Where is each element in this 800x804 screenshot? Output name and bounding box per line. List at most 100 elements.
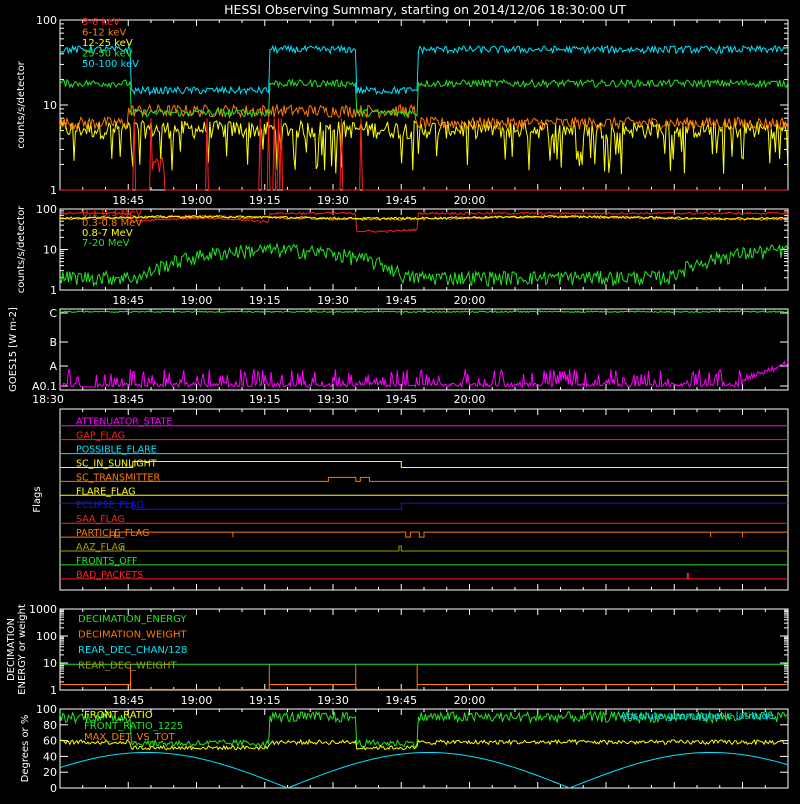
flag-line — [60, 476, 788, 482]
legend-entry: FRONT_RATIO — [84, 710, 153, 721]
series-line-decimation-weight — [60, 684, 788, 690]
series-line-front-ratio — [59, 738, 789, 751]
y-tick-label: 0 — [50, 782, 57, 795]
x-tick-label: 20:00 — [454, 194, 486, 207]
x-tick-label: 19:00 — [181, 294, 213, 307]
y-tick-label: 100 — [36, 203, 57, 216]
goes-high-channel-line — [59, 310, 789, 314]
plot-panels: 18:45 19:00 19:15 19:30 19:45 20:00 counts/s/d… — [6, 14, 789, 795]
y-tick-label: 100 — [36, 630, 57, 643]
figure-title: HESSI Observing Summary, starting on 201… — [224, 2, 626, 17]
x-tick-label: 19:15 — [249, 393, 281, 406]
x-tick-label: 19:00 — [181, 194, 213, 207]
series-line-geomagnetic-latitude — [59, 752, 789, 789]
legend-entry: 7-20 MeV — [82, 238, 130, 249]
legend-entry: Absolute geomagnetic latitude — [620, 711, 774, 722]
y-tick-label: 60 — [43, 735, 57, 748]
y-axis-label: Degrees or % — [20, 715, 31, 783]
panel-high-energy-counts: 18:45 19:00 19:15 19:30 19:45 20:00 counts/s/d… — [16, 203, 789, 307]
y-tick-label: 10 — [43, 657, 57, 670]
series-line-0.8-7mev — [59, 214, 789, 221]
flag-label: POSSIBLE_FLARE — [76, 445, 157, 456]
x-tick-label: 19:15 — [249, 194, 281, 207]
y-axis-label: counts/s/detector — [16, 60, 27, 148]
x-tick-label: 20:00 — [454, 294, 486, 307]
y-axis-label: DECIMATIONENERGY or weight — [6, 604, 28, 695]
x-tick-label: 18:45 — [112, 294, 144, 307]
x-tick-label: 19:30 — [317, 194, 349, 207]
legend-entry: 0.1-0.3 MeV — [82, 208, 142, 219]
y-axis-label-line: DECIMATION — [6, 618, 17, 681]
flag-label: GAP_FLAG — [76, 431, 125, 442]
x-tick-label: 19:15 — [249, 294, 281, 307]
legend-entry: 25-50 keV — [82, 49, 133, 60]
y-tick-label: 10 — [43, 244, 57, 257]
y-tick-label: 40 — [43, 750, 57, 763]
flag-line — [60, 502, 788, 510]
flag-label: FRONTS_OFF — [76, 556, 138, 567]
x-tick-label: 18:30 — [32, 393, 64, 406]
flag-line — [60, 545, 788, 552]
y-tick-label: B — [49, 336, 57, 349]
y-tick-label: 1000 — [29, 603, 57, 616]
panel-ratios: Degrees or % 0 20 40 60 80 100 FRONT_RATIOFRONT… — [20, 703, 789, 795]
y-tick-label: A0.1 — [32, 380, 57, 393]
x-tick-label: 20:00 — [454, 393, 486, 406]
x-tick-label: 19:30 — [317, 694, 349, 707]
flag-label: SC_TRANSMITTER — [76, 472, 161, 483]
panel-decimation: 18:45 19:00 19:15 19:30 19:45 20:00 DECIMATION… — [6, 603, 789, 707]
x-tick-label: 18:45 — [112, 694, 144, 707]
y-tick-label: 20 — [43, 766, 57, 779]
y-tick-label: 80 — [43, 719, 57, 732]
series-line-25-50kev — [59, 77, 789, 119]
flag-label: SC_IN_SUNLIGHT — [76, 458, 157, 469]
panel-low-energy-counts: 18:45 19:00 19:15 19:30 19:45 20:00 counts/s/d… — [16, 14, 789, 207]
flag-label: AAZ_FLAG — [76, 542, 125, 553]
legend-entry: DECIMATION_WEIGHT — [78, 630, 187, 641]
y-tick-label: 1 — [50, 684, 57, 697]
x-tick-label: 19:45 — [385, 194, 417, 207]
flag-label: ATTENUATOR_STATE — [76, 417, 172, 428]
x-tick-label: 18:45 — [112, 194, 144, 207]
y-tick-label: C — [49, 307, 57, 320]
y-tick-label: 100 — [36, 14, 57, 27]
series-line-7-20mev — [59, 242, 789, 288]
x-tick-label: 19:00 — [181, 393, 213, 406]
x-tick-label: 19:45 — [385, 294, 417, 307]
y-axis-label-line: ENERGY or weight — [17, 604, 28, 695]
x-tick-label: 19:45 — [385, 694, 417, 707]
flag-label: ECLIPSE_FLAG — [76, 500, 144, 511]
x-tick-label: 20:00 — [454, 694, 486, 707]
series-line-50-100kev — [59, 44, 789, 96]
y-tick-label: A — [49, 360, 57, 373]
legend-entry: FRONT_RATIO_1225 — [84, 721, 183, 732]
series-line-front-ratio-1225 — [59, 710, 789, 749]
y-tick-label: 100 — [36, 703, 57, 716]
goes-low-channel-line — [59, 360, 789, 389]
y-tick-label: 1 — [50, 284, 57, 297]
flag-line — [60, 531, 788, 538]
flag-label: SAA_FLAG — [76, 514, 125, 525]
legend-entry: REAR_DEC_CHAN/128 — [78, 645, 187, 656]
legend-entry: MAX_DET_VS_TOT — [84, 732, 176, 743]
legend-entry: 3-6 keV — [82, 17, 120, 28]
flag-line — [60, 461, 788, 468]
y-axis-label: Flags — [32, 486, 43, 512]
legend-entry: 0.8-7 MeV — [82, 228, 133, 239]
series-line-3-6kev — [60, 118, 788, 191]
panel-goes: GOES15 [W m-2] A0.1 AB C — [8, 307, 789, 393]
y-tick-label: 10 — [43, 99, 57, 112]
flag-label: FLARE_FLAG — [76, 486, 136, 497]
x-tick-label: 19:30 — [317, 393, 349, 406]
x-tick-label: 19:00 — [181, 694, 213, 707]
y-tick-label: 1 — [50, 184, 57, 197]
legend-entry: 0.3-0.8 MeV — [82, 218, 142, 229]
legend-entry: DECIMATION_ENERGY — [78, 614, 187, 625]
x-tick-label: 18:45 — [112, 393, 144, 406]
legend-entry: REAR_DEC_WEIGHT — [78, 661, 177, 672]
legend-entry: 6-12 keV — [82, 28, 126, 39]
x-tick-label: 19:15 — [249, 694, 281, 707]
